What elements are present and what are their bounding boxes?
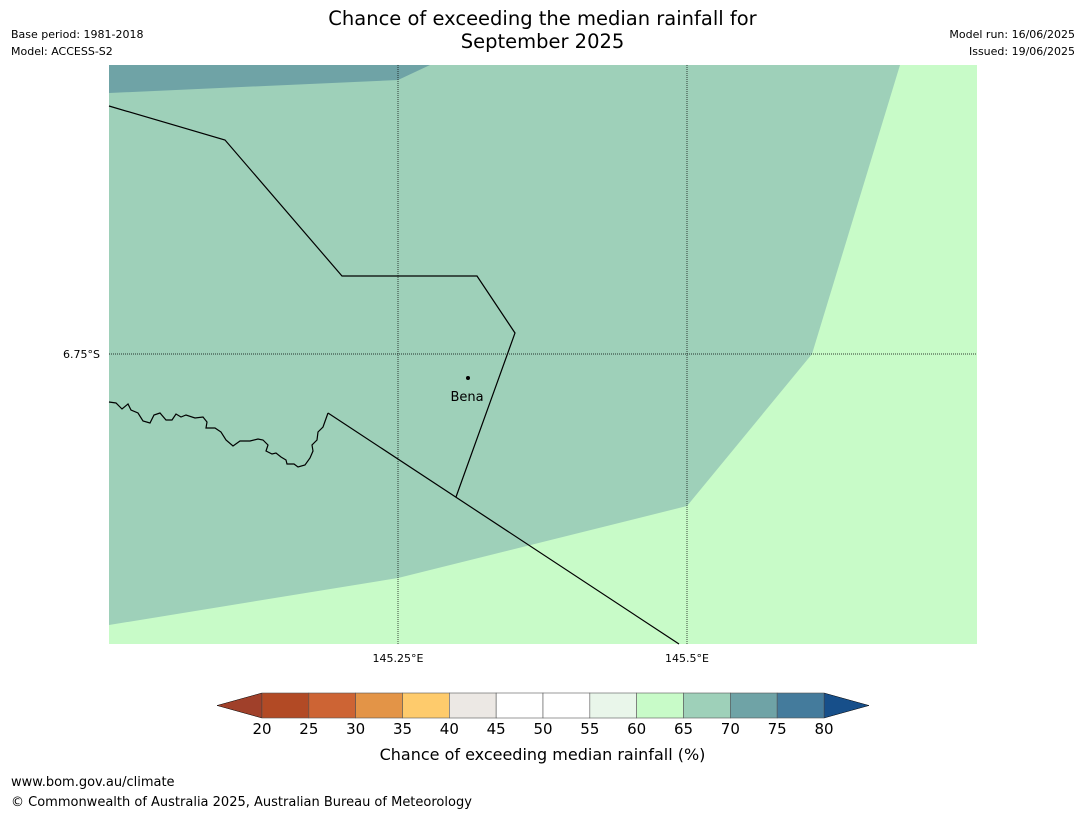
lon-label-145-5E: 145.5°E bbox=[665, 652, 709, 665]
colorbar-tick-75: 75 bbox=[768, 720, 787, 738]
model-run: Model run: 16/06/2025 bbox=[949, 28, 1075, 41]
map-area[interactable]: Bena bbox=[108, 65, 977, 645]
colorbar-tick-55: 55 bbox=[580, 720, 599, 738]
title-line-2: September 2025 bbox=[460, 30, 625, 53]
region-65-70 bbox=[109, 65, 900, 625]
lon-label-145-25E: 145.25°E bbox=[373, 652, 424, 665]
colorbar-tick-65: 65 bbox=[674, 720, 693, 738]
colorbar-bin-10 bbox=[730, 692, 778, 719]
colorbar-bin-9 bbox=[683, 692, 731, 719]
colorbar-bin-4 bbox=[449, 692, 497, 719]
province-boundary-2 bbox=[327, 412, 680, 645]
footer-url[interactable]: www.bom.gov.au/climate bbox=[11, 775, 175, 790]
coastline bbox=[108, 401, 329, 468]
base-period: Base period: 1981-2018 bbox=[11, 28, 144, 41]
colorbar-bin-8 bbox=[636, 692, 684, 719]
colorbar-tick-70: 70 bbox=[721, 720, 740, 738]
title-line-1: Chance of exceeding the median rainfall … bbox=[328, 7, 757, 30]
colorbar-tick-35: 35 bbox=[393, 720, 412, 738]
model-name: Model: ACCESS-S2 bbox=[11, 45, 113, 58]
colorbar-title: Chance of exceeding median rainfall (%) bbox=[379, 745, 706, 764]
chart-title: Chance of exceeding the median rainfall … bbox=[0, 7, 1085, 53]
colorbar-tick-80: 80 bbox=[814, 720, 833, 738]
issued-date: Issued: 19/06/2025 bbox=[968, 45, 1075, 58]
colorbar: 20 25 30 35 40 45 50 55 60 65 70 75 80 bbox=[216, 692, 870, 738]
colorbar-tick-60: 60 bbox=[627, 720, 646, 738]
colorbar-under-arrow bbox=[216, 692, 263, 719]
colorbar-tick-30: 30 bbox=[346, 720, 365, 738]
lat-label-6-75S: 6.75°S bbox=[63, 348, 100, 361]
bena-marker[interactable] bbox=[466, 376, 470, 380]
province-boundary-1 bbox=[108, 105, 516, 498]
meta-left: Base period: 1981-2018 Model: ACCESS-S2 bbox=[11, 26, 143, 60]
colorbar-bin-1 bbox=[308, 692, 356, 719]
colorbar-tick-40: 40 bbox=[440, 720, 459, 738]
region-70-75 bbox=[109, 65, 430, 93]
colorbar-bin-0 bbox=[261, 692, 310, 719]
colorbar-over-arrow bbox=[823, 692, 870, 719]
colorbar-bin-7 bbox=[589, 692, 637, 719]
bena-label: Bena bbox=[450, 390, 483, 405]
colorbar-tick-25: 25 bbox=[299, 720, 318, 738]
colorbar-bin-11 bbox=[776, 692, 825, 719]
colorbar-tick-50: 50 bbox=[533, 720, 552, 738]
colorbar-tick-20: 20 bbox=[252, 720, 271, 738]
colorbar-bin-5 bbox=[495, 692, 544, 719]
colorbar-tick-45: 45 bbox=[487, 720, 506, 738]
colorbar-bin-3 bbox=[402, 692, 450, 719]
colorbar-bin-6 bbox=[542, 692, 591, 719]
colorbar-bin-2 bbox=[355, 692, 403, 719]
meta-right: Model run: 16/06/2025 Issued: 19/06/2025 bbox=[949, 26, 1075, 60]
footer-copyright: © Commonwealth of Australia 2025, Austra… bbox=[11, 795, 472, 810]
